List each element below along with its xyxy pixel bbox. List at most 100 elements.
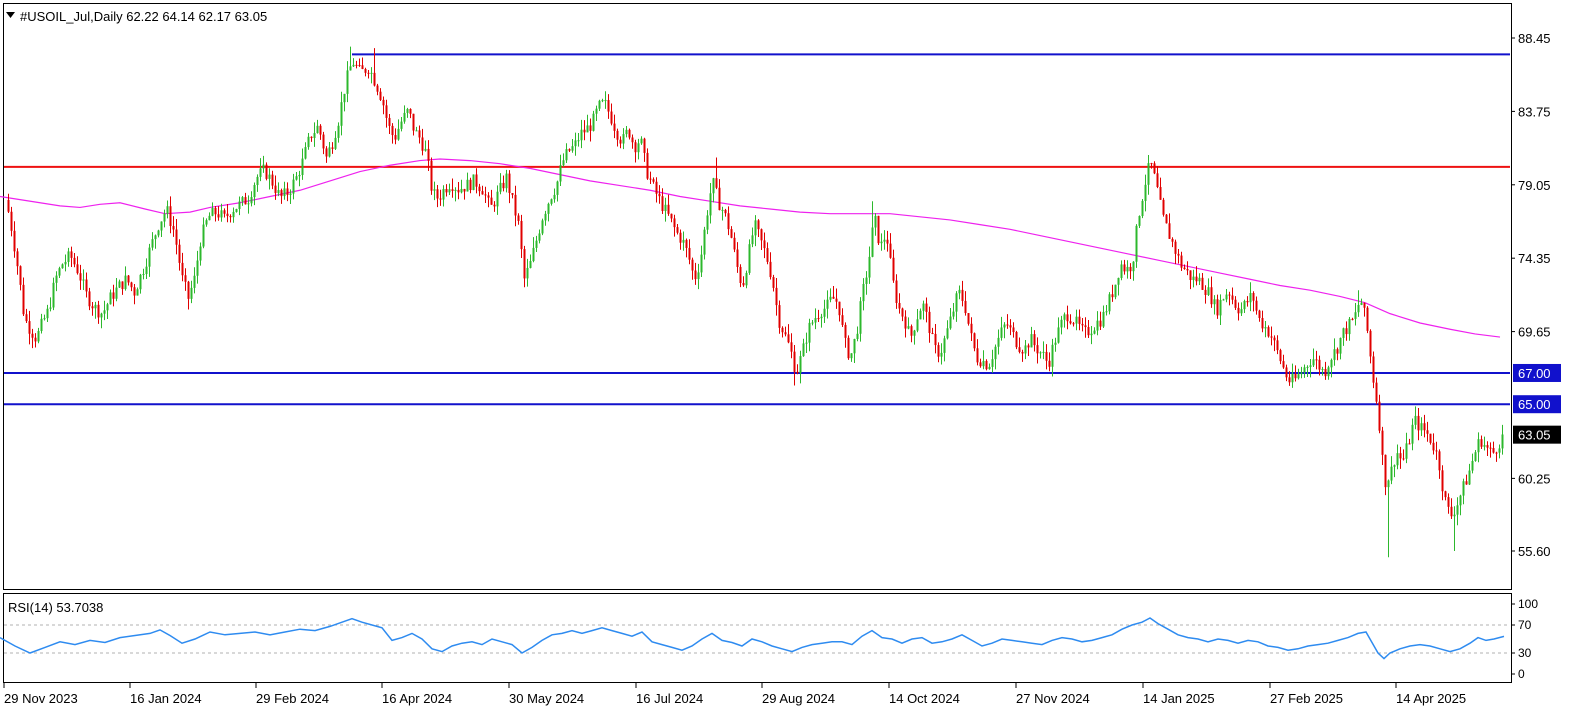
candle (331, 142, 334, 154)
candle-body (1162, 199, 1165, 215)
candle-body (1003, 324, 1006, 328)
candle (52, 277, 55, 311)
candle-body (484, 194, 487, 196)
candle (883, 230, 886, 250)
candle-body (631, 137, 634, 143)
rsi-tick-label: 100 (1518, 597, 1538, 611)
candle-body (22, 284, 25, 315)
candle (418, 125, 421, 144)
candle-body (844, 324, 847, 338)
candle-body (730, 229, 733, 238)
candle-body (988, 366, 991, 370)
candle-body (253, 185, 256, 198)
candle (1408, 438, 1411, 445)
candle (1444, 490, 1447, 501)
candle (361, 57, 364, 70)
candle-body (373, 72, 376, 86)
candle (985, 359, 988, 371)
candle (994, 344, 997, 370)
candle-body (1438, 451, 1441, 471)
candle (1495, 451, 1498, 462)
candle (187, 280, 190, 310)
candle (670, 213, 673, 223)
candle (1036, 337, 1039, 364)
candle (76, 256, 79, 275)
candle (637, 138, 640, 160)
candle-body (1228, 294, 1231, 296)
candle (91, 301, 94, 316)
candle (1231, 287, 1234, 305)
candle-body (937, 345, 940, 357)
candle-body (376, 85, 379, 92)
candle (1330, 358, 1333, 378)
candle (34, 333, 37, 348)
candle (1144, 174, 1147, 212)
candle (1021, 349, 1024, 362)
candle-body (1306, 366, 1309, 368)
date-tick-label: 30 May 2024 (509, 691, 584, 706)
candle-body (1009, 325, 1012, 328)
candle-body (1246, 301, 1249, 303)
triangle-down-icon[interactable] (6, 12, 15, 18)
candle (283, 181, 286, 200)
candle-body (943, 338, 946, 353)
candle (70, 246, 73, 268)
candle-body (433, 189, 436, 191)
candle (982, 350, 985, 370)
candle-body (1357, 304, 1360, 313)
date-tick-label: 16 Apr 2024 (382, 691, 452, 706)
candle (1243, 299, 1246, 313)
candle (1393, 464, 1396, 478)
candle-body (199, 246, 202, 261)
candle (937, 342, 940, 363)
horizontal-lines (4, 53, 1510, 406)
candle (1462, 478, 1465, 505)
candle-body (1087, 327, 1090, 336)
candle-body (628, 129, 631, 138)
candle (964, 291, 967, 316)
candle (157, 229, 160, 238)
candle (916, 309, 919, 333)
candle-body (715, 178, 718, 188)
candle-body (976, 348, 979, 363)
candle-body (451, 189, 454, 191)
candle (817, 309, 820, 322)
candle-body (427, 148, 430, 161)
candle (853, 338, 856, 364)
candle-body (1273, 337, 1276, 341)
candle (928, 306, 931, 343)
date-tick-label: 29 Nov 2023 (4, 691, 78, 706)
candle-body (1441, 470, 1444, 492)
candle (103, 300, 106, 321)
candle (199, 242, 202, 266)
candle (976, 339, 979, 366)
candle (214, 205, 217, 222)
candle (1399, 446, 1402, 469)
candle-body (562, 160, 565, 166)
candle (709, 182, 712, 224)
candle (1060, 315, 1063, 335)
candle-body (406, 108, 409, 113)
candle-body (346, 70, 349, 94)
candle-body (517, 215, 520, 221)
candle-body (508, 173, 511, 193)
candle-body (1402, 458, 1405, 460)
candle-body (7, 199, 10, 212)
candle (1306, 365, 1309, 377)
candle (1222, 298, 1225, 301)
candle-body (1366, 307, 1369, 331)
candle-body (931, 332, 934, 334)
candle (1417, 407, 1420, 441)
candle (460, 179, 463, 194)
candle (1027, 343, 1030, 357)
candle-body (538, 233, 541, 241)
candle-body (163, 213, 166, 222)
candle (1438, 449, 1441, 479)
candle-body (283, 188, 286, 197)
candle-body (946, 328, 949, 339)
candle-body (1156, 173, 1159, 187)
candle (1225, 288, 1228, 303)
candle (436, 185, 439, 208)
candle-body (1075, 316, 1078, 324)
candle (259, 158, 262, 182)
